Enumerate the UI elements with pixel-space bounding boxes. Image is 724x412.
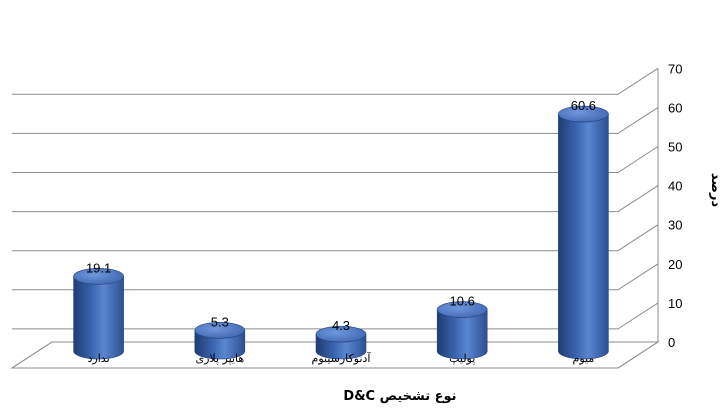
bar-top [558,105,609,123]
gridline [12,185,659,213]
bar [73,268,124,360]
gridline [12,67,659,95]
bar [436,301,488,360]
bar-body [436,309,488,360]
data-label: 5.3 [211,314,229,329]
category-label: هایپر پلازی [195,352,244,365]
gridline [12,106,659,134]
labels: 0 10 20 30 40 50 60 70 19.1 ندارد 5.3 هایپر پلازی 4.… [86,61,683,365]
gridline [12,224,659,252]
bar-top [73,268,124,285]
category-label: آدنوکارسینوم [312,351,372,365]
data-label: 60.6 [571,98,596,113]
y-tick-label: 40 [668,179,682,194]
bar-top [436,301,488,318]
y-tick-label: 30 [668,218,682,233]
category-label: میوم [573,352,595,365]
bar-top [315,325,367,343]
category-label: پولیپ [449,352,475,365]
gridline [12,146,659,173]
y-tick-label: 20 [668,257,682,272]
bar-top [194,321,246,339]
data-label: 19.1 [86,260,111,275]
floor-edge [11,341,53,369]
y-axis-title: درصد [708,173,723,208]
bar [558,105,609,360]
bar-body [73,276,124,360]
y-tick-label: 70 [668,61,682,76]
bar [315,325,367,360]
y-tick-label: 0 [668,335,675,350]
y-tick-label: 10 [668,296,682,311]
data-label: 10.6 [450,294,475,309]
gridline [12,263,659,291]
y-tick-label: 50 [668,140,682,155]
category-label: ندارد [88,352,110,365]
data-label: 4.3 [332,318,350,333]
bar [194,321,246,360]
bars [73,105,609,360]
y-tick-label: 60 [668,100,682,115]
x-axis-title: نوع تشخیص D&C [343,389,456,404]
bar-body [558,113,609,360]
